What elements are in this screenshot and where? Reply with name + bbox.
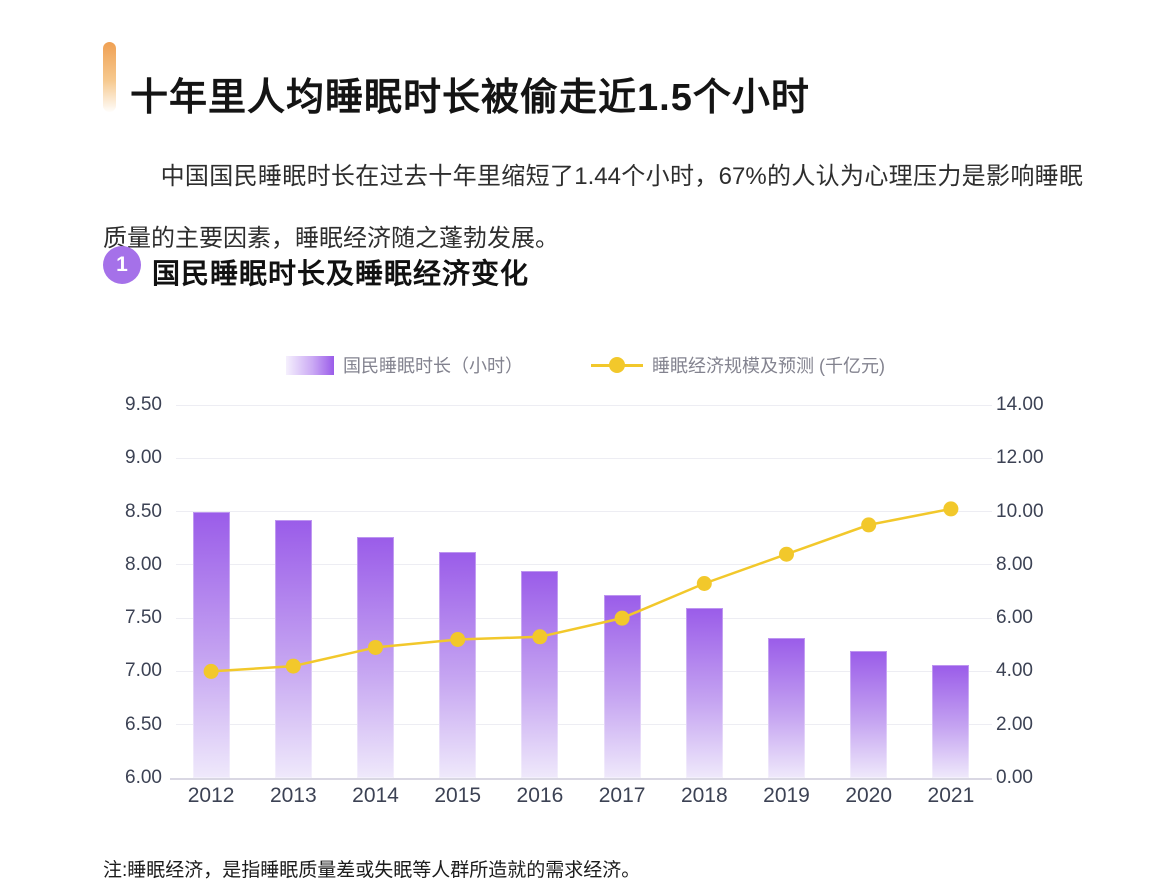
footnote: 注:睡眠经济，是指睡眠质量差或失眠等人群所造就的需求经济。 — [103, 860, 641, 880]
y-axis-left: 9.50 9.00 8.50 8.00 7.50 7.00 6.50 6.00 — [90, 395, 162, 788]
x-tick-2015: 2015 — [434, 784, 482, 807]
legend-label: 睡眠经济规模及预测 (千亿元) — [652, 356, 885, 376]
y-tick-right: 6.00 — [996, 607, 1033, 629]
line-swatch-dot — [609, 357, 625, 373]
section-number-badge: 1 — [103, 246, 141, 284]
legend-item-sleep-economy: 睡眠经济规模及预测 (千亿元) — [591, 353, 885, 377]
x-tick-2013: 2013 — [269, 784, 317, 807]
data-point-2020 — [861, 517, 877, 533]
data-point-2021 — [943, 501, 959, 517]
x-axis: 2012 2013 2014 2015 2016 2017 2018 2019 2020 2021 — [170, 784, 992, 810]
section-title: 国民睡眠时长及睡眠经济变化 — [152, 258, 530, 289]
y-tick-left: 9.50 — [125, 394, 162, 415]
gridline — [176, 724, 992, 726]
gridline — [176, 404, 992, 406]
section-header: 1 国民睡眠时长及睡眠经济变化 — [103, 246, 529, 292]
x-tick-2021: 2021 — [927, 784, 975, 807]
plot-area — [170, 404, 992, 780]
y-tick-right: 4.00 — [996, 660, 1033, 682]
data-point-2015 — [450, 631, 466, 647]
y-tick-right: 0.00 — [996, 767, 1033, 788]
data-point-2014 — [368, 639, 383, 655]
x-tick-2016: 2016 — [516, 784, 564, 807]
data-point-2017 — [614, 610, 630, 626]
x-tick-2020: 2020 — [845, 784, 893, 807]
page-title: 十年里人均睡眠时长被偷走近1.5个小时 — [130, 77, 810, 120]
data-point-2019 — [779, 546, 794, 562]
bar-2012 — [192, 511, 230, 778]
y-tick-right: 12.00 — [996, 447, 1044, 469]
bar-2015 — [439, 552, 477, 778]
gridline — [176, 564, 992, 566]
gridline — [176, 617, 992, 619]
bar-2018 — [685, 607, 723, 778]
bar-2019 — [768, 638, 805, 778]
data-point-2018 — [696, 576, 712, 592]
bar-2020 — [850, 651, 888, 778]
x-tick-2019: 2019 — [763, 784, 810, 807]
data-point-2013 — [285, 658, 301, 674]
bar-series-swatch — [286, 355, 334, 375]
y-tick-right: 2.00 — [996, 713, 1033, 735]
sleep-economy-line — [203, 501, 959, 679]
y-tick-left: 8.50 — [125, 500, 162, 522]
x-tick-2014: 2014 — [352, 784, 399, 807]
y-tick-left: 7.50 — [125, 607, 162, 629]
intro-paragraph: 中国国民睡眠时长在过去十年里缩短了1.44个小时，67%的人认为心理压力是影响睡… — [103, 163, 1083, 252]
gridline — [176, 511, 992, 513]
data-point-2016 — [532, 629, 548, 645]
y-tick-left: 6.50 — [125, 713, 162, 735]
y-axis-right: 14.00 12.00 10.00 8.00 6.00 4.00 2.00 0.00 — [996, 395, 1068, 788]
gridline — [176, 457, 992, 459]
bar-2013 — [274, 520, 312, 778]
bar-2021 — [932, 665, 970, 778]
x-tick-2018: 2018 — [680, 784, 728, 807]
bar-2016 — [521, 571, 559, 778]
data-point-2012 — [203, 663, 219, 679]
x-tick-2017: 2017 — [598, 784, 646, 807]
legend-item-sleep-hours: 国民睡眠时长（小时） — [286, 353, 523, 377]
title-accent-bar — [103, 42, 116, 112]
y-tick-left: 9.00 — [125, 447, 162, 469]
y-tick-right: 10.00 — [996, 500, 1044, 522]
y-tick-left: 8.00 — [125, 553, 162, 575]
y-tick-left: 7.00 — [125, 660, 162, 682]
x-tick-2012: 2012 — [187, 784, 235, 807]
legend-label: 国民睡眠时长（小时） — [343, 356, 523, 376]
line-series-swatch — [591, 356, 643, 374]
line-path — [211, 507, 952, 673]
y-tick-right: 14.00 — [996, 394, 1044, 415]
gridline — [176, 670, 992, 672]
x-axis-line — [170, 777, 992, 780]
y-tick-left: 6.00 — [125, 767, 162, 788]
bar-2014 — [357, 537, 394, 778]
y-tick-right: 8.00 — [996, 553, 1033, 575]
